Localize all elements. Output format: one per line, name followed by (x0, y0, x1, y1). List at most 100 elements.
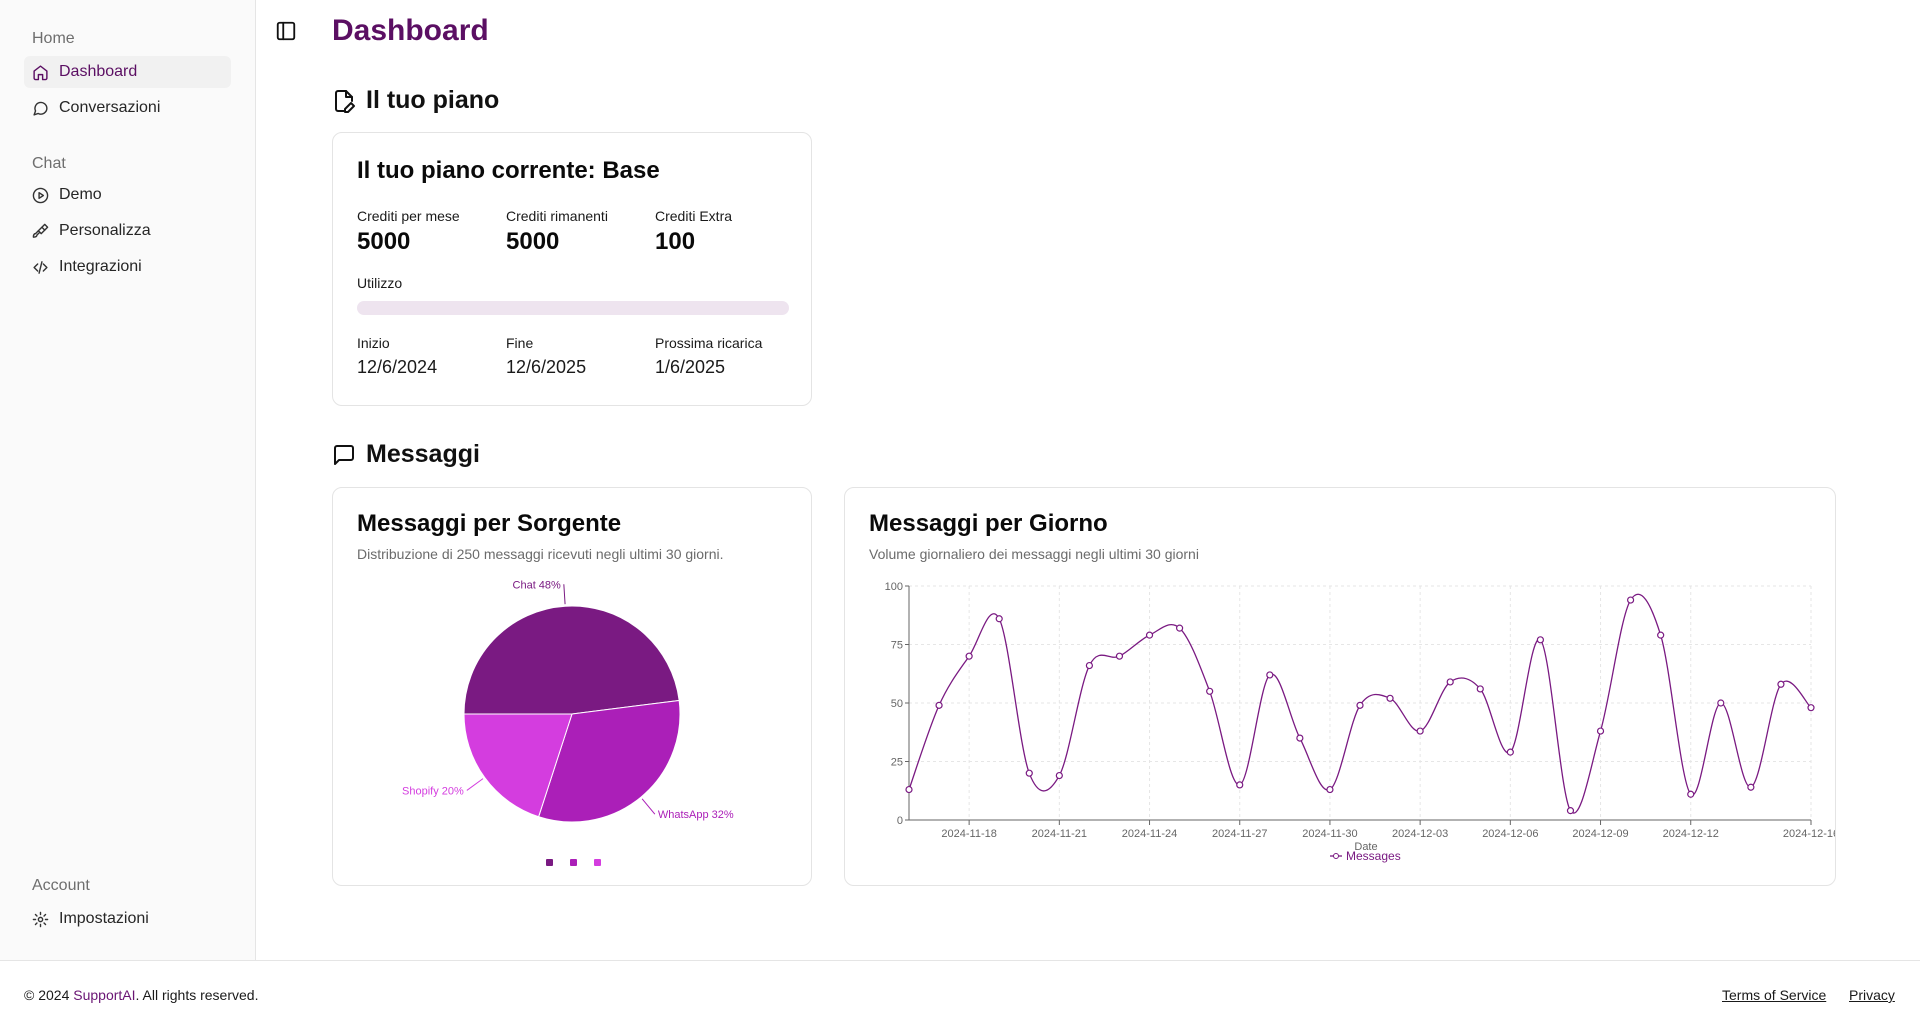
brand-link[interactable]: SupportAI (73, 987, 136, 1003)
copyright-prefix: © 2024 (24, 987, 74, 1003)
footer-copyright: © 2024 SupportAI. All rights reserved. (24, 987, 258, 1003)
y-tick-label: 75 (891, 640, 903, 652)
x-tick-label: 2024-11-24 (1122, 828, 1177, 840)
stat-label-credits-extra: Crediti Extra (655, 208, 733, 224)
sidebar-item-demo[interactable]: Demo (24, 179, 231, 211)
data-point[interactable] (1296, 734, 1304, 742)
message-circle-icon (33, 101, 48, 116)
date-value-end: 12/6/2025 (506, 357, 587, 377)
file-pen-icon (335, 89, 355, 113)
data-point[interactable] (1386, 694, 1394, 702)
data-point[interactable] (1145, 631, 1154, 639)
gear-icon (32, 911, 49, 927)
source-card-subtitle: Distribuzione di 250 messaggi ricevuti n… (357, 546, 724, 562)
sidebar-item-label: Conversazioni (59, 99, 161, 116)
x-tick-label: 2024-12-03 (1392, 828, 1448, 840)
data-point[interactable] (1446, 678, 1454, 686)
daily-card-title: Messaggi per Giorno (869, 510, 1108, 537)
stat-value-credits-extra: 100 (655, 228, 696, 255)
y-tick-label: 50 (891, 698, 903, 710)
messages-section-title: Messaggi (366, 440, 480, 468)
y-tick-label: 0 (897, 815, 903, 827)
y-tick-label: 25 (891, 757, 903, 769)
sidebar-item-personalizza[interactable]: Personalizza (24, 215, 231, 247)
sidebar-item-integrazioni[interactable]: Integrazioni (24, 251, 231, 283)
sidebar-item-label: Integrazioni (59, 258, 142, 275)
data-point[interactable] (1055, 771, 1063, 780)
sidebar-item-label: Demo (59, 186, 102, 203)
data-point[interactable] (1626, 596, 1635, 604)
legend-swatch-shopify[interactable] (594, 859, 601, 866)
date-label-next-recharge: Prossima ricarica (655, 335, 763, 351)
privacy-link[interactable]: Privacy (1849, 987, 1895, 1003)
legend-swatch-whatsapp[interactable] (570, 859, 577, 866)
data-point[interactable] (1416, 727, 1424, 735)
plan-section-title: Il tuo piano (366, 86, 500, 114)
data-point[interactable] (935, 701, 943, 709)
message-square-icon (334, 444, 354, 465)
play-circle-icon (32, 187, 49, 203)
data-point[interactable] (1476, 685, 1484, 693)
y-tick-label: 100 (885, 581, 903, 593)
data-point[interactable] (1206, 687, 1214, 695)
data-point[interactable] (1176, 624, 1184, 632)
data-point[interactable] (1236, 781, 1244, 789)
x-tick-label: 2024-11-18 (941, 828, 996, 840)
plan-section-heading: Il tuo piano (332, 86, 499, 115)
date-value-next-recharge: 1/6/2025 (655, 357, 726, 377)
data-point[interactable] (1536, 636, 1545, 644)
data-point[interactable] (1356, 701, 1364, 709)
sidebar-item-conversazioni[interactable]: Conversazioni (24, 92, 231, 124)
legend-swatch-chat[interactable] (546, 859, 553, 866)
terms-of-service-link[interactable]: Terms of Service (1722, 987, 1827, 1003)
source-pie-chart: Chat 48% WhatsApp 32% Shopify 20% (402, 579, 734, 866)
x-tick-label: 2024-12-16 (1783, 828, 1835, 840)
sidebar-item-dashboard[interactable]: Dashboard (24, 56, 231, 88)
pie-leader-line (563, 584, 566, 605)
data-point[interactable] (1266, 671, 1274, 679)
data-point[interactable] (1807, 704, 1815, 712)
data-point[interactable] (1025, 769, 1033, 777)
data-point[interactable] (965, 652, 973, 660)
legend-label-messages[interactable]: Messages (1346, 849, 1401, 863)
data-point[interactable] (1506, 748, 1514, 756)
messages-section-heading: Messaggi (332, 440, 480, 469)
data-point[interactable] (1115, 652, 1124, 660)
data-point[interactable] (995, 615, 1003, 623)
data-point[interactable] (1747, 783, 1755, 791)
data-point[interactable] (1777, 680, 1785, 688)
daily-line-chart: 0 25 50 75 100 2024-11-18 2024-11-21 2024-11-24… (885, 581, 1835, 863)
data-point[interactable] (905, 785, 913, 794)
sidebar-group-account-label: Account (32, 877, 90, 894)
date-label-start: Inizio (357, 335, 390, 351)
data-point[interactable] (1566, 807, 1575, 815)
x-tick-label: 2024-11-21 (1032, 828, 1087, 840)
sidebar-item-label: Dashboard (59, 63, 138, 80)
data-point[interactable] (1657, 631, 1665, 639)
sidebar-group-home-label: Home (32, 30, 75, 47)
footer: © 2024 SupportAI. All rights reserved. T… (0, 960, 1920, 1028)
x-tick-label: 2024-12-12 (1663, 828, 1719, 840)
code-icon (33, 260, 48, 274)
data-point[interactable] (1326, 785, 1334, 794)
stat-label-credits-remaining: Crediti rimanenti (506, 208, 608, 224)
pie-slice-label: WhatsApp 32% (658, 809, 734, 821)
stat-value-credits-remaining: 5000 (506, 228, 560, 255)
pie-slice-label: Chat 48% (513, 579, 562, 591)
data-point[interactable] (1687, 790, 1695, 798)
pie-slice-whatsapp (537, 699, 681, 823)
daily-card-subtitle: Volume giornaliero dei messaggi negli ul… (869, 546, 1199, 562)
usage-progress-bar (357, 301, 789, 315)
source-card-title: Messaggi per Sorgente (357, 510, 622, 537)
sidebar-item-impostazioni[interactable]: Impostazioni (24, 903, 231, 935)
data-point[interactable] (1596, 727, 1605, 735)
page-title: Dashboard (332, 14, 489, 47)
pie-slice-label: Shopify 20% (402, 785, 464, 797)
sidebar-toggle-button[interactable] (273, 18, 299, 44)
source-chart-card: Messaggi per Sorgente Distribuzione di 2… (332, 487, 812, 886)
data-point[interactable] (1085, 661, 1093, 670)
x-tick-label: 2024-11-27 (1212, 828, 1267, 840)
sidebar-group-chat-label: Chat (32, 155, 66, 172)
data-point[interactable] (1717, 699, 1725, 707)
stat-label-credits-month: Crediti per mese (357, 208, 460, 224)
